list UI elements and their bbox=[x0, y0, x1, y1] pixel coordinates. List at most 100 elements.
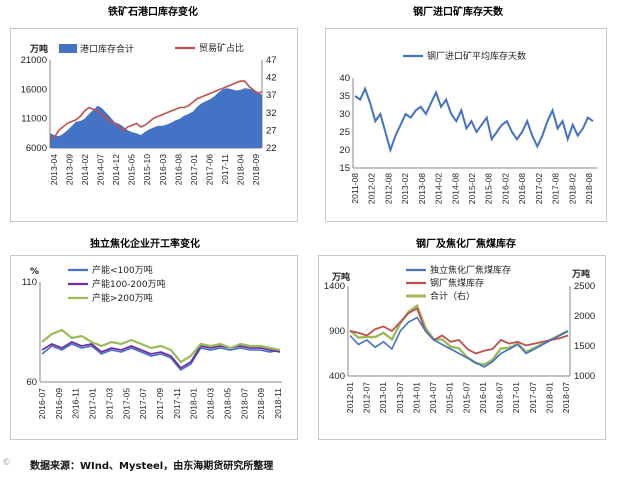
x-tick-label: 2012-08 bbox=[383, 173, 393, 204]
x-tick-label: 2012-01 bbox=[345, 382, 355, 413]
x-tick-label: 2018-03 bbox=[206, 388, 216, 419]
x-tick-label: 2015-07 bbox=[461, 382, 471, 413]
x-tick-label: 2017-03 bbox=[104, 388, 114, 419]
legend-label: 钢厂进口矿平均库存天数 bbox=[427, 50, 526, 62]
x-tick-label: 2018-04 bbox=[235, 154, 245, 185]
y-tick-label: 35 bbox=[339, 91, 350, 102]
y-tick-label: 20 bbox=[339, 145, 350, 156]
x-tick-label: 2018-02 bbox=[567, 173, 577, 204]
line-series-3 bbox=[41, 328, 281, 364]
x-tick-label: 2017-01 bbox=[189, 154, 199, 185]
x-tick-label: 2016-07 bbox=[37, 388, 47, 419]
chart-panel-1: 铁矿石港口库存变化 6000 11000 16000 21000 22 27 32 37 42 4… bbox=[10, 7, 300, 222]
right-axis-unit: 万吨 bbox=[571, 268, 590, 280]
x-tick-label: 2014-07 bbox=[96, 154, 106, 185]
x-tick-label: 2013-08 bbox=[417, 173, 427, 204]
x-tick-label: 2018-07 bbox=[561, 382, 571, 413]
y-tick-label: 11000 bbox=[21, 114, 47, 125]
line-series-coking-plant-coal bbox=[349, 316, 569, 368]
legend-label: 产能100-200万吨 bbox=[92, 278, 166, 290]
chart-frame bbox=[318, 255, 606, 440]
y-tick-label: 2500 bbox=[574, 281, 595, 292]
y-tick-label: 60 bbox=[26, 377, 37, 388]
x-tick-label: 2013-02 bbox=[400, 173, 410, 204]
x-tick-label: 2018-07 bbox=[239, 388, 249, 419]
x-tick-label: 2016-08 bbox=[173, 154, 183, 185]
x-tick-label: 2016-08 bbox=[517, 173, 527, 204]
x-tick-label: 2014-07 bbox=[428, 382, 438, 413]
y-tick-label: 15 bbox=[339, 163, 350, 174]
y-tick-label: 900 bbox=[329, 326, 345, 337]
x-tick-label: 2011-08 bbox=[350, 173, 360, 204]
y-tick-label: 30 bbox=[339, 109, 350, 120]
watermark-mark: © bbox=[2, 458, 11, 468]
y-tick-label: 1000 bbox=[574, 371, 595, 382]
x-tick-label: 2014-01 bbox=[411, 382, 421, 413]
chart-title: 铁矿石港口库存变化 bbox=[108, 7, 198, 18]
chart-title: 钢厂进口矿库存天数 bbox=[413, 7, 503, 18]
y-tick-label: 27 bbox=[266, 125, 277, 136]
x-tick-label: 2018-01 bbox=[189, 388, 199, 419]
chart-title: 钢厂及焦化厂焦煤库存 bbox=[416, 239, 516, 250]
legend-label: 合计（右） bbox=[430, 290, 475, 302]
x-tick-label: 2017-09 bbox=[155, 388, 165, 419]
line-series-1 bbox=[41, 343, 281, 372]
left-axis-unit: 万吨 bbox=[29, 43, 48, 55]
legend-label: 港口库存合计 bbox=[80, 43, 134, 55]
x-tick-label: 2017-05 bbox=[121, 388, 131, 419]
x-tick-label: 2016-09 bbox=[54, 388, 64, 419]
legend-swatch bbox=[59, 44, 77, 53]
y-tick-label: 400 bbox=[329, 371, 345, 382]
line-series-2 bbox=[41, 340, 281, 370]
x-tick-label: 2018-05 bbox=[222, 388, 232, 419]
x-tick-label: 2016-03 bbox=[158, 154, 168, 185]
line-series-total bbox=[349, 303, 569, 366]
y-tick-label: 40 bbox=[339, 73, 350, 84]
x-tick-label: 2018-09 bbox=[256, 388, 266, 419]
x-tick-label: 2017-01 bbox=[88, 388, 98, 419]
chart-title: 独立焦化企业开工率变化 bbox=[90, 239, 200, 250]
x-tick-label: 2018-09 bbox=[251, 154, 261, 185]
chart-2-plot: 15 20 25 30 35 40 钢厂进口矿平均库存天数 2011-08 2012-02 201… bbox=[339, 50, 597, 204]
x-tick-label: 2018-11 bbox=[273, 388, 283, 419]
x-tick-label: 2017-07 bbox=[528, 382, 538, 413]
line-series-mill-coking-coal bbox=[349, 307, 569, 355]
x-tick-label: 2015-08 bbox=[484, 173, 494, 204]
y-tick-label: 110 bbox=[22, 277, 37, 288]
x-tick-label: 2014-02 bbox=[80, 154, 90, 185]
x-tick-label: 2018-08 bbox=[584, 173, 594, 204]
legend-label: 钢厂焦煤库存 bbox=[430, 277, 484, 289]
x-tick-label: 2013-04 bbox=[49, 154, 59, 185]
chart-panel-3: 独立焦化企业开工率变化 60 110% 产能<100万吨产能100-200万吨 产能>… bbox=[10, 239, 300, 440]
y-tick-label: 32 bbox=[266, 108, 277, 119]
y-tick-label: 42 bbox=[266, 73, 277, 84]
y-tick-label: 16000 bbox=[21, 84, 47, 95]
legend-label: 产能<100万吨 bbox=[92, 264, 153, 276]
y-tick-label: 1500 bbox=[574, 341, 595, 352]
chart-panel-4: 钢厂及焦化厂焦煤库存 400 900 1400 1000 1500 2000 2500 万吨万… bbox=[318, 239, 608, 440]
legend-label: 贸易矿占比 bbox=[199, 42, 244, 54]
x-tick-label: 2017-11 bbox=[220, 154, 230, 185]
line-series-trade-share bbox=[49, 80, 263, 140]
chart-1-plot: 6000 11000 16000 21000 22 27 32 37 42 47 万吨 港口库存合计 贸… bbox=[21, 42, 277, 185]
data-source-note: 数据来源：WInd、Mysteel，由东海期货研究所整理 bbox=[30, 461, 274, 472]
left-axis-unit: % bbox=[30, 267, 39, 277]
chart-panel-2: 钢厂进口矿库存天数 15 20 25 30 35 40 钢厂进口矿平均库存天数 2011-08… bbox=[325, 7, 607, 222]
x-tick-label: 2016-01 bbox=[478, 382, 488, 413]
x-tick-label: 2016-07 bbox=[495, 382, 505, 413]
y-tick-label: 47 bbox=[266, 55, 277, 66]
x-tick-label: 2015-02 bbox=[467, 173, 477, 204]
y-tick-label: 22 bbox=[266, 143, 277, 154]
y-tick-label: 37 bbox=[266, 90, 277, 101]
x-tick-label: 2014-08 bbox=[450, 173, 460, 204]
y-tick-label: 1400 bbox=[324, 281, 345, 292]
x-tick-label: 2018-01 bbox=[544, 382, 554, 413]
x-tick-label: 2012-07 bbox=[362, 382, 372, 413]
x-tick-label: 2015-05 bbox=[127, 154, 137, 185]
y-tick-label: 6000 bbox=[26, 143, 47, 154]
x-tick-label: 2016-02 bbox=[500, 173, 510, 204]
legend-label: 产能>200万吨 bbox=[92, 292, 153, 304]
x-tick-label: 2017-02 bbox=[534, 173, 544, 204]
